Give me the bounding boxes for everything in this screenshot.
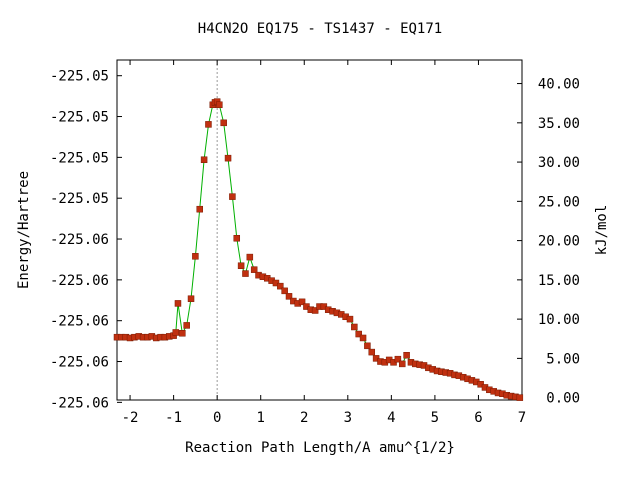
data-point [250,266,258,273]
x-tick-label: 2 [300,410,308,426]
chart-title: H4CN2O EQ175 - TS1437 - EQ171 [198,21,442,37]
right-y-tick-label: 0.00 [546,391,580,407]
right-y-tick-label: 10.00 [538,312,580,328]
right-y-tick-label: 20.00 [538,234,580,250]
data-point [368,348,376,356]
x-tick-label: 5 [431,410,439,426]
right-y-tick-label: 30.00 [538,155,580,171]
data-point [403,351,410,359]
data-point [187,295,195,302]
data-point [172,329,180,336]
right-y-tick-label: 25.00 [538,194,580,210]
data-point [216,101,223,109]
data-point [298,298,306,306]
data-point [205,121,212,128]
data-point [174,300,182,307]
data-point [394,355,402,363]
right-y-tick-label: 5.00 [546,351,580,367]
left-y-tick-label: -225.06 [50,314,109,330]
left-y-tick-label: -225.05 [50,150,109,166]
right-y-axis: 0.00 5.00 10.00 15.00 20.00 25.00 30.00 35.00 40… [517,77,580,407]
data-point [359,334,367,342]
data-point [242,270,249,277]
data-point [229,193,236,200]
data-point [233,234,241,242]
x-tick-label: 6 [474,410,482,426]
left-y-axis-label: Energy/Hartree [16,171,32,289]
left-y-tick-label: -225.06 [50,273,109,289]
right-y-axis-label: kJ/mol [594,205,610,256]
x-tick-label: -2 [122,410,139,426]
data-point [398,360,406,368]
data-point [311,307,319,314]
data-point [355,330,362,338]
data-point [346,315,354,323]
left-y-tick-label: -225.05 [50,69,109,85]
left-y-tick-label: -225.06 [50,232,109,248]
data-point [281,287,288,295]
data-point [277,282,284,290]
data-point [224,154,232,162]
energy-curve [117,100,520,399]
left-y-tick-label: -225.05 [50,191,109,207]
data-point [196,205,203,213]
x-tick-label: 4 [387,410,395,426]
right-y-tick-label: 35.00 [538,116,580,132]
right-y-tick-label: 40.00 [538,77,580,93]
data-point [285,293,293,300]
data-point [246,253,254,261]
left-y-axis: -225.06 -225.06 -225.06 -225.06 -225.06 -225.… [50,69,122,411]
data-point-markers [113,98,524,401]
left-y-tick-label: -225.06 [50,395,109,411]
x-tick-label: 1 [256,410,264,426]
x-axis: -2 -1 0 1 2 3 4 5 6 7 [122,60,526,426]
x-axis-label: Reaction Path Length/A amu^{1/2} [185,440,455,456]
data-point [364,342,371,350]
x-tick-label: 7 [518,410,526,426]
data-point [192,253,199,260]
left-y-tick-label: -225.06 [50,355,109,371]
data-point [183,322,190,329]
x-tick-label: -1 [165,410,182,426]
data-point [237,262,245,269]
data-point [351,323,358,331]
data-point [516,394,524,401]
data-point [179,330,186,337]
data-point [220,119,227,127]
x-tick-label: 0 [213,410,221,426]
x-tick-label: 3 [344,410,352,426]
plot-frame [116,59,523,401]
data-point [200,156,208,163]
left-y-tick-label: -225.05 [50,110,109,126]
right-y-tick-label: 15.00 [538,273,580,289]
